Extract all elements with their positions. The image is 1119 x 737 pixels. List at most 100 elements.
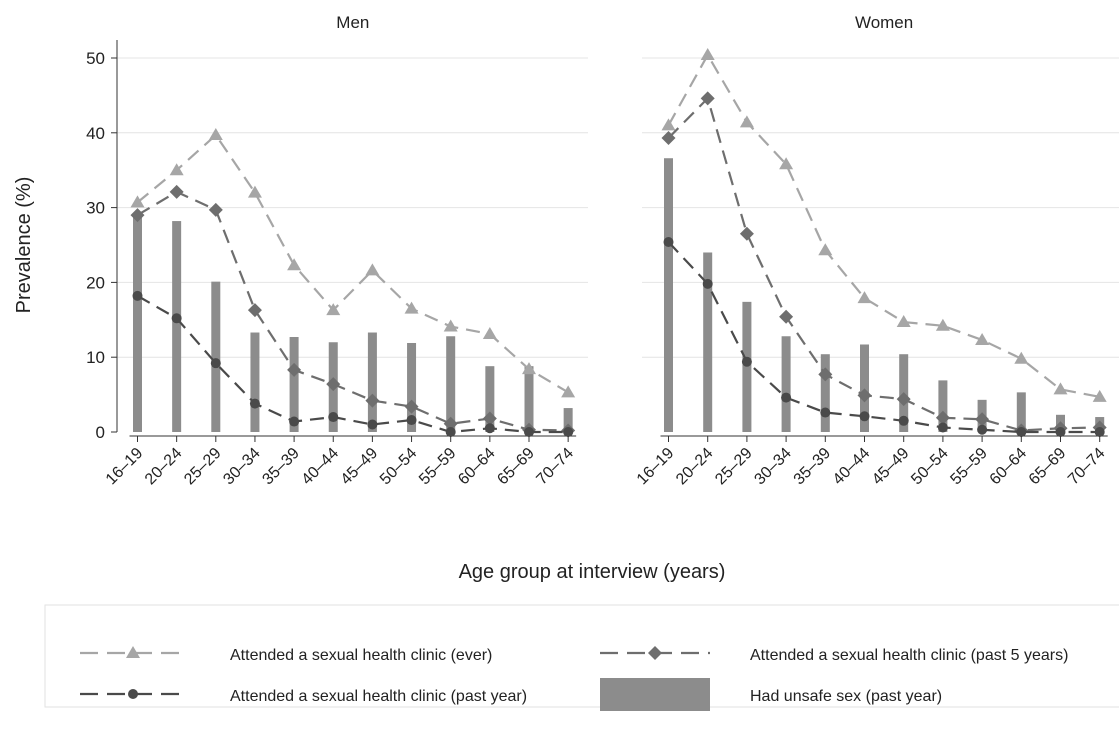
women-panel-title: Women [855, 13, 913, 32]
women-bar-unsafe-sex [860, 344, 869, 432]
y-tick-label: 40 [86, 124, 105, 143]
women-point-circle [937, 422, 948, 433]
men-line-diamond [136, 190, 569, 432]
men-point-circle [484, 423, 495, 434]
women-point-circle [781, 392, 792, 403]
men-point-triangle [247, 185, 262, 198]
legend: Attended a sexual health clinic (ever) A… [44, 604, 1119, 711]
men-point-circle [367, 419, 378, 430]
men-x-tick-label: 20–24 [142, 445, 186, 489]
women-x-tick-label: 65–69 [1026, 445, 1070, 489]
men-point-circle [289, 416, 300, 427]
legend-label-ever: Attended a sexual health clinic (ever) [230, 647, 492, 664]
women-point-circle [1016, 427, 1027, 437]
women-line-triangle [667, 52, 1100, 398]
men-point-triangle [561, 385, 576, 398]
men-point-diamond [130, 208, 145, 223]
men-point-diamond [326, 377, 341, 392]
women-point-circle [741, 356, 752, 367]
panel-men: 0 10 20 30 40 50 16–1920–2425–2930–3435–3940–4… [86, 13, 588, 488]
y-tick-label: 0 [96, 423, 105, 442]
panel-women: 16–1920–2425–2930–3435–3940–4445–4950–54… [634, 13, 1119, 488]
men-point-diamond [247, 303, 262, 318]
women-point-diamond [935, 410, 950, 425]
women-bar-unsafe-sex [781, 336, 791, 432]
men-x-tick-label: 70–74 [533, 445, 577, 489]
women-point-circle [702, 278, 713, 289]
men-point-triangle [443, 319, 458, 332]
legend-box [44, 604, 1119, 708]
men-x-tick-label: 25–29 [181, 445, 225, 489]
women-point-circle [859, 411, 870, 422]
men-x-tick-label: 45–49 [338, 445, 382, 489]
women-point-diamond [975, 412, 990, 427]
women-x-tick-label: 45–49 [869, 445, 913, 489]
men-point-circle [328, 412, 339, 423]
women-bar-unsafe-sex [703, 252, 713, 432]
women-x-tick-label: 50–54 [908, 445, 952, 489]
women-point-circle [820, 407, 831, 418]
men-point-diamond [443, 416, 458, 431]
women-bar-unsafe-sex [1016, 392, 1026, 432]
men-point-triangle [287, 258, 302, 271]
women-point-diamond [779, 309, 794, 324]
men-point-circle [171, 313, 182, 324]
men-point-triangle [208, 128, 223, 141]
men-line-triangle [136, 133, 569, 394]
men-point-circle [524, 427, 534, 437]
women-point-circle [1055, 427, 1066, 437]
men-x-tick-label: 50–54 [377, 445, 421, 489]
men-bar-unsafe-sex [133, 215, 142, 432]
women-x-tick-label: 16–19 [634, 445, 678, 489]
women-point-triangle [779, 157, 794, 170]
men-x-tick-label: 35–39 [259, 445, 303, 489]
men-bar-unsafe-sex [250, 332, 260, 432]
women-x-tick-label: 35–39 [791, 445, 835, 489]
men-x-tick-label: 60–64 [455, 445, 499, 489]
women-point-triangle [818, 243, 833, 256]
x-axis-label: Age group at interview (years) [459, 561, 726, 583]
men-panel-title: Men [336, 13, 369, 32]
women-point-diamond [739, 226, 754, 241]
men-x-tick-label: 16–19 [103, 445, 147, 489]
men-point-triangle [169, 163, 184, 176]
men-x-tick-label: 30–34 [220, 445, 264, 489]
women-point-triangle [739, 115, 754, 128]
women-x-tick-label: 30–34 [751, 445, 795, 489]
women-point-triangle [661, 118, 676, 131]
women-point-triangle [857, 291, 872, 304]
women-point-diamond [700, 91, 715, 106]
women-x-tick-label: 55–59 [947, 445, 991, 489]
men-point-diamond [482, 411, 497, 426]
y-tick-label: 50 [86, 49, 105, 68]
women-x-tick-label: 40–44 [830, 445, 874, 489]
women-bar-unsafe-sex [820, 354, 830, 432]
women-point-triangle [700, 48, 715, 61]
women-point-triangle [1092, 389, 1107, 402]
women-point-triangle [1014, 351, 1029, 364]
men-point-triangle [365, 263, 380, 276]
women-point-diamond [661, 131, 676, 146]
women-point-triangle [896, 315, 911, 328]
women-point-triangle [975, 332, 990, 345]
men-bar-unsafe-sex [446, 336, 456, 432]
men-x-tick-label: 65–69 [494, 445, 538, 489]
men-point-triangle [404, 301, 419, 314]
women-x-tick-label: 70–74 [1065, 445, 1109, 489]
women-point-circle [977, 424, 988, 435]
women-x-tick-label: 20–24 [673, 445, 717, 489]
women-point-triangle [1053, 382, 1068, 395]
women-point-diamond [857, 388, 872, 403]
women-bar-unsafe-sex [742, 301, 752, 432]
women-x-tick-label: 25–29 [712, 445, 756, 489]
men-point-circle [563, 427, 574, 437]
men-bar-unsafe-sex [172, 221, 182, 432]
women-bar-unsafe-sex [938, 380, 948, 432]
men-point-diamond [365, 393, 380, 408]
y-tick-label: 30 [86, 199, 105, 218]
women-point-circle [898, 415, 909, 426]
men-point-triangle [482, 327, 497, 340]
men-point-triangle [522, 362, 536, 375]
men-point-diamond [404, 399, 419, 414]
